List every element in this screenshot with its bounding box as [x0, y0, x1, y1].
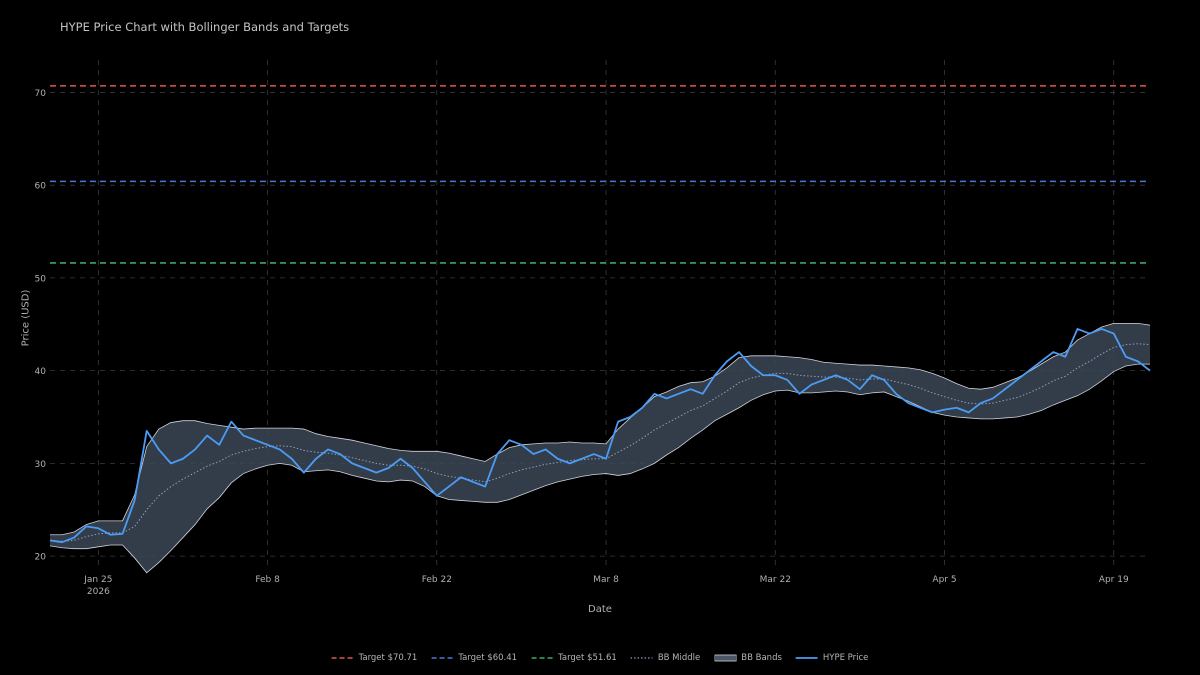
legend-item-target-3: Target $51.61	[531, 653, 617, 663]
x-tick-label: Apr 19	[1099, 575, 1129, 585]
legend-item-bb-middle: BB Middle	[630, 653, 701, 663]
x-tick-label: Jan 25	[83, 575, 112, 585]
bb-upper-line	[50, 322, 1151, 536]
bb-lower-line	[49, 363, 1150, 574]
y-tick-label: 30	[35, 460, 47, 470]
legend-item-hype-price: HYPE Price	[795, 653, 869, 663]
legend-item-target-1: Target $70.71	[331, 653, 418, 663]
legend-label-bb-middle: BB Middle	[657, 653, 701, 663]
bollinger-bands	[49, 322, 1151, 574]
y-tick-label: 20	[35, 553, 47, 563]
y-axis-label: Price (USD)	[20, 289, 32, 347]
legend-item-target-2: Target $60.41	[431, 653, 517, 663]
legend-swatch-target-3	[531, 657, 554, 659]
legend-swatch-target-1	[331, 657, 354, 659]
x-tick-label: Feb 8	[255, 575, 280, 585]
y-tick-labels: 20 30 40 50 60 70	[35, 89, 47, 563]
target-lines	[50, 85, 1150, 264]
legend-swatch-hype-price	[795, 657, 818, 659]
y-tick-label: 50	[35, 274, 47, 284]
legend-label-hype-price: HYPE Price	[822, 653, 869, 663]
x-tick-label: Mar 8	[593, 575, 619, 585]
y-tick-label: 60	[35, 182, 47, 192]
legend-swatch-target-2	[431, 657, 454, 659]
legend: Target $70.71 Target $60.41 Target $51.6…	[331, 653, 869, 663]
legend-label-target-2: Target $60.41	[458, 653, 518, 663]
series-lines	[49, 328, 1151, 544]
x-tick-label: Mar 22	[760, 575, 791, 585]
x-tick-sublabel: 2026	[87, 587, 110, 597]
y-tick-label: 70	[35, 89, 47, 99]
chart-title: HYPE Price Chart with Bollinger Bands an…	[60, 20, 350, 34]
bb-band-fill	[50, 323, 1150, 573]
x-tick-label: Feb 22	[422, 575, 452, 585]
legend-label-target-3: Target $51.61	[558, 653, 617, 663]
legend-swatch-bb-middle	[630, 657, 653, 659]
hype-price-line	[49, 328, 1151, 544]
x-axis-label: Date	[588, 604, 612, 615]
legend-label-bb-bands: BB Bands	[741, 653, 782, 663]
legend-item-bb-bands: BB Bands	[714, 653, 782, 663]
x-tick-labels: Jan 25 2026 Feb 8 Feb 22 Mar 8 Mar 22 Apr 5 Apr…	[83, 575, 1129, 597]
y-tick-label: 40	[35, 367, 47, 377]
x-tick-label: Apr 5	[932, 575, 956, 585]
legend-label-target-1: Target $70.71	[358, 653, 418, 663]
legend-swatch-bb-bands	[714, 654, 737, 662]
